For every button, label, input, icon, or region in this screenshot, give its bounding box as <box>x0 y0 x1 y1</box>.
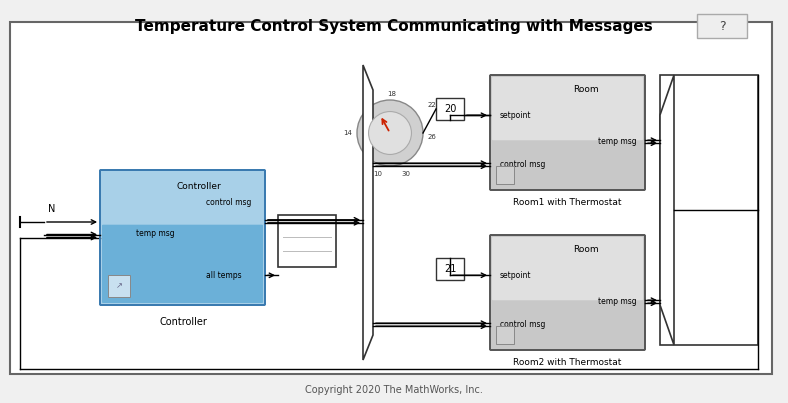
Text: Controller: Controller <box>177 182 221 191</box>
Polygon shape <box>363 65 373 360</box>
Text: setpoint: setpoint <box>500 271 531 280</box>
Text: 10: 10 <box>374 171 382 177</box>
Text: ↗: ↗ <box>116 282 122 291</box>
Text: Room: Room <box>574 85 599 94</box>
Bar <box>278 215 336 267</box>
FancyBboxPatch shape <box>490 235 645 350</box>
FancyBboxPatch shape <box>492 77 643 140</box>
FancyBboxPatch shape <box>492 237 643 300</box>
Text: N: N <box>48 204 56 214</box>
Text: Controller: Controller <box>159 317 207 327</box>
Text: 21: 21 <box>444 264 456 274</box>
FancyBboxPatch shape <box>102 225 263 303</box>
Circle shape <box>357 100 423 166</box>
Text: ?: ? <box>719 19 725 33</box>
Text: Room1 with Thermostat: Room1 with Thermostat <box>513 198 622 207</box>
Circle shape <box>369 112 411 154</box>
Bar <box>660 75 758 345</box>
FancyBboxPatch shape <box>490 75 645 190</box>
Text: Room2 with Thermostat: Room2 with Thermostat <box>513 358 622 367</box>
Text: temp msg: temp msg <box>598 137 637 146</box>
Text: 30: 30 <box>402 171 411 177</box>
Bar <box>436 98 464 120</box>
Text: 26: 26 <box>428 134 437 140</box>
Text: setpoint: setpoint <box>500 111 531 120</box>
Text: control msg: control msg <box>500 320 545 329</box>
Bar <box>436 258 464 280</box>
Text: 14: 14 <box>343 130 352 136</box>
Text: temp msg: temp msg <box>598 297 637 306</box>
Text: 20: 20 <box>444 104 456 114</box>
Text: Copyright 2020 The MathWorks, Inc.: Copyright 2020 The MathWorks, Inc. <box>305 385 483 395</box>
Bar <box>496 326 514 344</box>
Text: 18: 18 <box>388 91 396 97</box>
Text: Room: Room <box>574 245 599 254</box>
Text: all temps: all temps <box>206 271 242 280</box>
Bar <box>108 275 130 297</box>
Text: control msg: control msg <box>500 160 545 169</box>
Text: Temperature Control System Communicating with Messages: Temperature Control System Communicating… <box>135 19 653 34</box>
Polygon shape <box>660 75 674 345</box>
Text: temp msg: temp msg <box>136 229 175 238</box>
FancyBboxPatch shape <box>100 170 265 305</box>
Text: 22: 22 <box>428 102 437 108</box>
Bar <box>697 14 747 38</box>
Bar <box>496 166 514 184</box>
Text: control msg: control msg <box>206 198 251 207</box>
Bar <box>10 22 772 374</box>
